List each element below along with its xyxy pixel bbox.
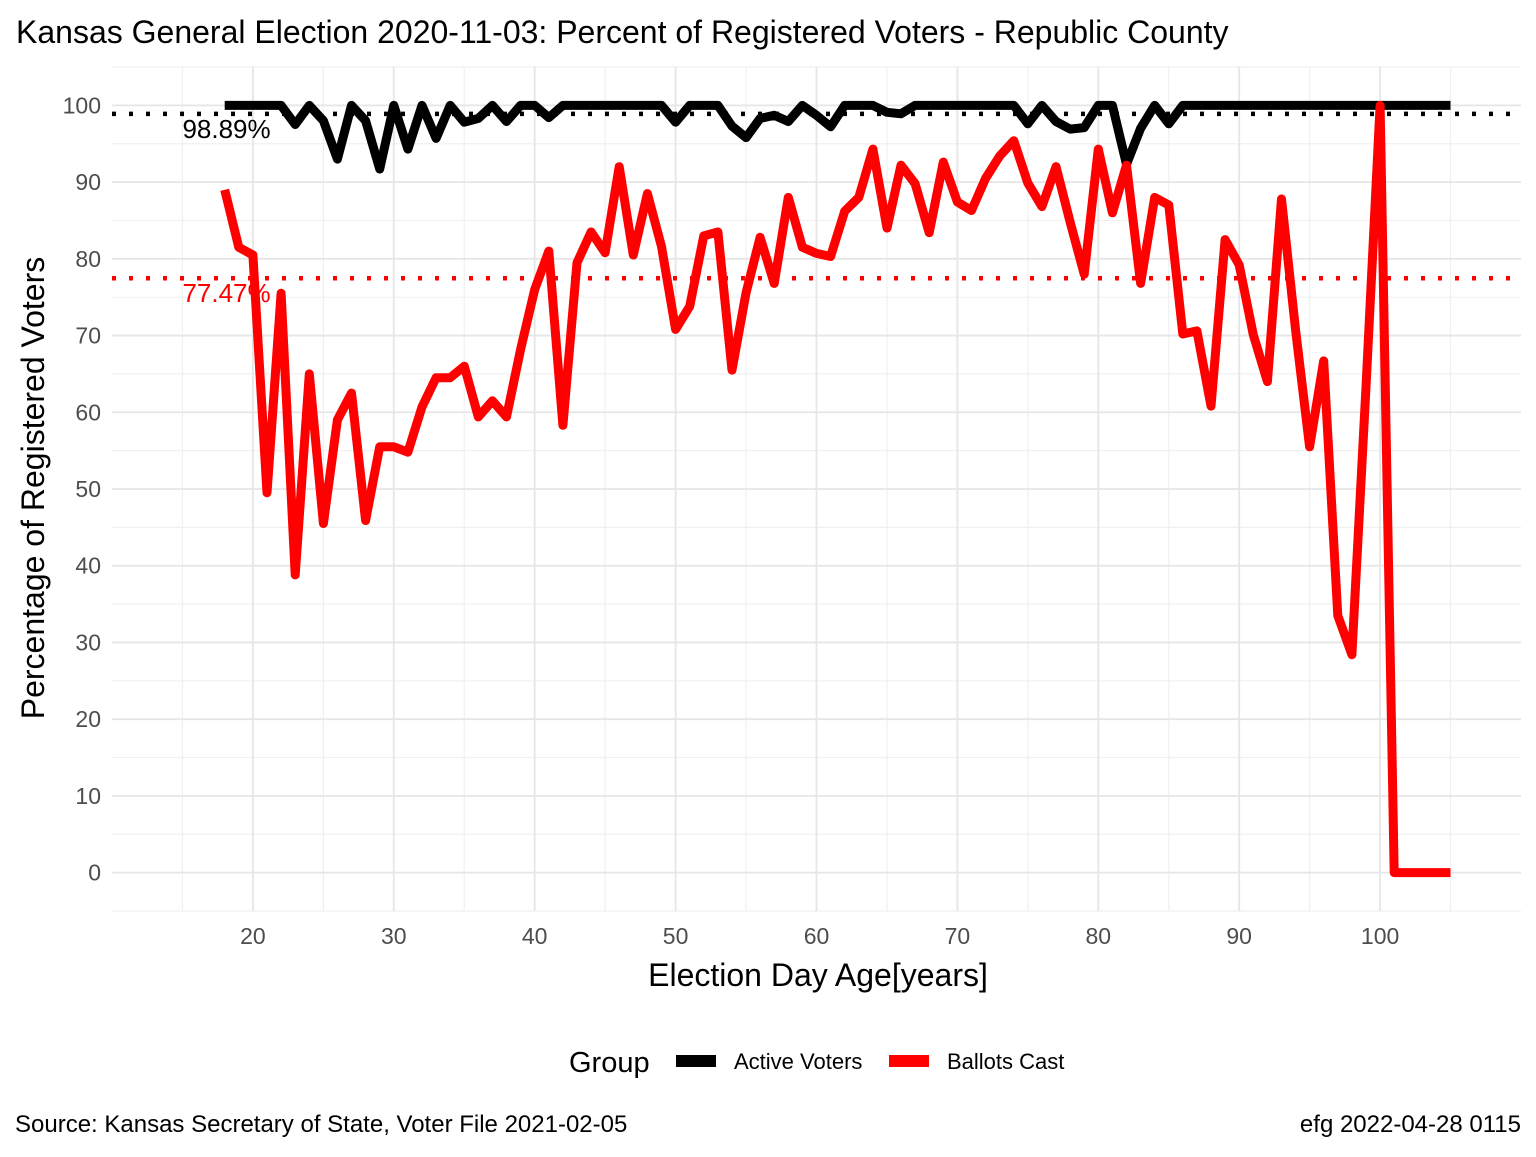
series-line-ballots-cast	[220, 100, 1451, 878]
x-axis-label: Election Day Age[years]	[648, 957, 988, 993]
y-axis-label: Percentage of Registered Voters	[15, 257, 51, 720]
y-tick-label: 90	[75, 169, 101, 195]
legend-title: Group	[569, 1047, 650, 1079]
x-tick-label: 20	[240, 923, 266, 949]
y-tick-label: 60	[75, 399, 101, 425]
legend: Group Active Voters Ballots Cast	[569, 1047, 1064, 1079]
y-tick-label: 80	[75, 246, 101, 272]
y-tick-label: 100	[63, 92, 101, 118]
legend-label-ballots-cast: Ballots Cast	[947, 1049, 1064, 1074]
x-tick-label: 80	[1086, 923, 1112, 949]
x-tick-label: 30	[381, 923, 407, 949]
credit-note: efg 2022-04-28 0115	[1300, 1111, 1521, 1138]
series-lines	[220, 100, 1451, 878]
x-tick-label: 50	[663, 923, 689, 949]
chart-title: Kansas General Election 2020-11-03: Perc…	[16, 14, 1229, 50]
y-tick-label: 70	[75, 323, 101, 349]
axis-ticks: 20 30 40 50 60 70 80 90 100 0 10 20 30 40 50 60 70 80 90 10…	[63, 92, 1400, 949]
y-tick-label: 50	[75, 476, 101, 502]
source-note: Source: Kansas Secretary of State, Voter…	[15, 1111, 627, 1138]
x-tick-label: 90	[1226, 923, 1252, 949]
x-tick-label: 100	[1361, 923, 1399, 949]
reference-label: 77.47%	[182, 278, 270, 308]
legend-label-active-voters: Active Voters	[734, 1049, 862, 1074]
x-tick-label: 40	[522, 923, 548, 949]
series-line-active-voters	[224, 100, 1451, 174]
x-tick-label: 70	[945, 923, 971, 949]
y-tick-label: 0	[88, 860, 101, 886]
y-tick-label: 10	[75, 783, 101, 809]
reference-labels: 98.89% 77.47%	[182, 114, 270, 308]
y-tick-label: 30	[75, 629, 101, 655]
y-tick-label: 40	[75, 553, 101, 579]
x-tick-label: 60	[804, 923, 830, 949]
reference-label: 98.89%	[182, 114, 270, 144]
y-tick-label: 20	[75, 706, 101, 732]
